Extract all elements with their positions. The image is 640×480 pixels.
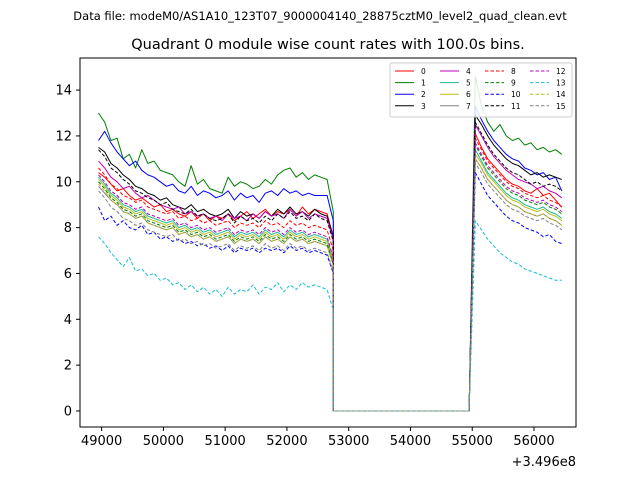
legend-label-6: 6 bbox=[466, 90, 471, 99]
legend-label-7: 7 bbox=[466, 102, 471, 111]
x-tick-label: 50000 bbox=[143, 434, 184, 449]
series-line-12 bbox=[98, 142, 563, 412]
legend-label-11: 11 bbox=[511, 102, 521, 111]
y-tick-label: 6 bbox=[64, 267, 72, 282]
x-tick-label: 51000 bbox=[204, 434, 245, 449]
x-offset-label: +3.496e8 bbox=[512, 455, 576, 470]
x-tick-label: 56000 bbox=[513, 434, 554, 449]
legend-label-14: 14 bbox=[556, 90, 566, 99]
y-tick-label: 8 bbox=[64, 221, 72, 236]
legend-label-15: 15 bbox=[556, 102, 566, 111]
series-line-10 bbox=[98, 172, 562, 412]
series-line-2 bbox=[98, 105, 563, 412]
series-line-4 bbox=[98, 124, 563, 412]
legend-label-3: 3 bbox=[421, 102, 426, 111]
legend-label-12: 12 bbox=[556, 67, 566, 76]
x-tick-label: 54000 bbox=[390, 434, 431, 449]
legend-label-5: 5 bbox=[466, 79, 471, 88]
legend-label-0: 0 bbox=[421, 67, 426, 76]
y-tick-label: 2 bbox=[64, 359, 72, 374]
legend-label-4: 4 bbox=[466, 67, 471, 76]
series-layer bbox=[98, 75, 563, 412]
series-line-15 bbox=[98, 162, 563, 412]
legend-label-8: 8 bbox=[511, 67, 516, 76]
y-tick-label: 0 bbox=[64, 404, 72, 419]
legend-label-13: 13 bbox=[556, 79, 566, 88]
axes-layer: 49000 50000 51000 52000 53000 54000 55000 56000… bbox=[55, 84, 554, 449]
chart-title: Quadrant 0 module wise count rates with … bbox=[131, 37, 525, 53]
y-tick-label: 14 bbox=[55, 84, 72, 99]
y-tick-label: 12 bbox=[55, 129, 72, 144]
x-tick-label: 55000 bbox=[452, 434, 493, 449]
series-line-11 bbox=[98, 121, 563, 412]
legend-label-1: 1 bbox=[421, 79, 426, 88]
chart-suptitle: Data file: modeM0/AS1A10_123T07_90000041… bbox=[73, 9, 567, 23]
series-line-8 bbox=[98, 137, 563, 412]
legend-box bbox=[389, 62, 573, 118]
x-tick-label: 53000 bbox=[328, 434, 369, 449]
x-tick-label: 52000 bbox=[266, 434, 307, 449]
series-line-13 bbox=[98, 220, 562, 412]
y-tick-label: 4 bbox=[64, 313, 72, 328]
x-tick-label: 49000 bbox=[81, 434, 122, 449]
legend-label-10: 10 bbox=[511, 90, 521, 99]
legend-label-2: 2 bbox=[421, 90, 426, 99]
legend-label-9: 9 bbox=[511, 79, 516, 88]
series-line-14 bbox=[98, 158, 563, 412]
series-line-3 bbox=[98, 114, 562, 412]
y-tick-label: 10 bbox=[55, 175, 72, 190]
series-line-9 bbox=[98, 144, 563, 412]
plot-frame bbox=[79, 57, 577, 428]
